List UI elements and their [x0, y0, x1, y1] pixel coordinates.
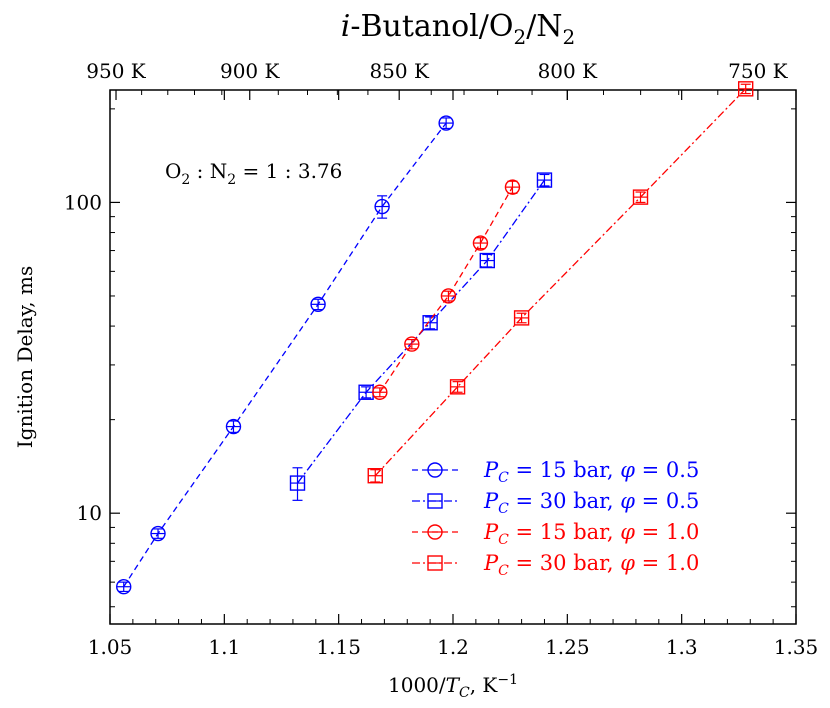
x-tick-label: 1.1 — [208, 635, 240, 659]
x-axis-label: 1000/TC, K−1 — [388, 672, 518, 701]
x-tick-label: 1.2 — [437, 635, 469, 659]
legend-entry-1: PC = 15 bar, φ = 0.5 — [412, 458, 699, 486]
y-tick-label: 10 — [77, 501, 102, 525]
x-tick-label: 1.25 — [545, 635, 590, 659]
x-tick-label: 1.3 — [666, 635, 698, 659]
legend-entry-2: PC = 30 bar, φ = 0.5 — [412, 489, 699, 517]
legend: PC = 15 bar, φ = 0.5 PC = 30 bar, φ = 0.5… — [412, 458, 699, 579]
legend-entry-3: PC = 15 bar, φ = 1.0 — [412, 520, 699, 548]
series-line — [374, 88, 747, 477]
legend-label: PC = 30 bar, φ = 1.0 — [483, 551, 699, 579]
series-line — [379, 186, 514, 393]
composition-annotation: O2 : N2 = 1 : 3.76 — [165, 159, 342, 188]
chart-title: i-Butanol/O2/N2 — [341, 9, 576, 49]
legend-label: PC = 15 bar, φ = 1.0 — [483, 520, 699, 548]
top-tick-label: 850 K — [369, 59, 430, 83]
top-tick-label: 900 K — [220, 59, 281, 83]
top-tick-label: 950 K — [86, 59, 147, 83]
series-4 — [367, 81, 754, 484]
legend-label: PC = 15 bar, φ = 0.5 — [483, 458, 699, 486]
series-line — [123, 122, 447, 588]
y-tick-label: 100 — [64, 190, 102, 214]
series-1 — [116, 115, 454, 595]
axis-ticks — [109, 90, 797, 624]
x-tick-label: 1.05 — [88, 635, 133, 659]
legend-label: PC = 30 bar, φ = 0.5 — [483, 489, 699, 517]
axis-tick-labels: 1.05 1.1 1.15 1.2 1.25 1.3 1.35 950 K 900 K 850 K… — [64, 59, 818, 659]
legend-entry-4: PC = 30 bar, φ = 1.0 — [412, 551, 699, 579]
x-tick-label: 1.15 — [316, 635, 361, 659]
x-tick-label: 1.35 — [774, 635, 819, 659]
top-tick-label: 800 K — [538, 59, 599, 83]
series-3 — [372, 179, 521, 400]
series-layer — [116, 81, 754, 595]
series-2 — [289, 172, 553, 501]
top-tick-label: 750 K — [728, 59, 789, 83]
y-axis-label: Ignition Delay, ms — [13, 266, 37, 448]
